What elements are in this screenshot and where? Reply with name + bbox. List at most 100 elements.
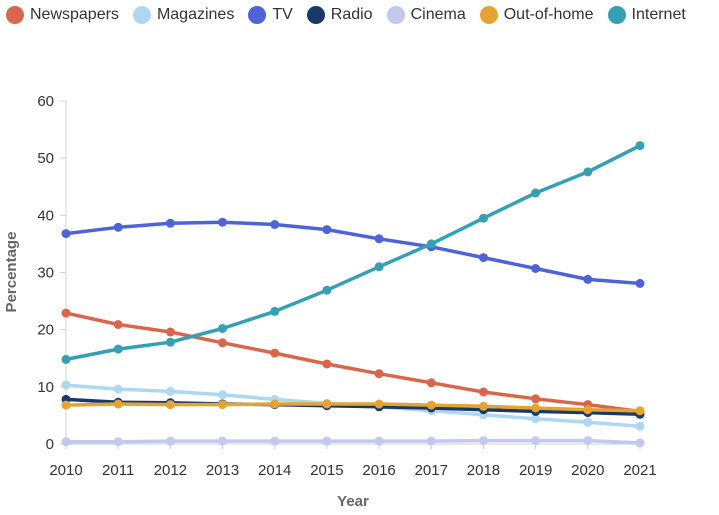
data-point[interactable] <box>270 348 280 358</box>
data-point[interactable] <box>322 399 332 409</box>
y-tick-label: 10 <box>37 379 54 396</box>
data-point[interactable] <box>531 264 541 273</box>
y-tick-label: 0 <box>46 436 54 453</box>
data-point[interactable] <box>531 403 541 413</box>
data-point[interactable] <box>270 436 280 446</box>
data-point[interactable] <box>426 400 436 410</box>
legend-swatch <box>248 6 267 24</box>
x-tick-label: 2012 <box>154 462 187 479</box>
series-group <box>61 394 645 419</box>
data-point[interactable] <box>113 222 123 232</box>
data-point[interactable] <box>113 399 123 409</box>
x-axis-title: Year <box>337 493 369 510</box>
data-point[interactable] <box>531 394 541 404</box>
data-point[interactable] <box>531 436 541 446</box>
data-point[interactable] <box>479 253 488 263</box>
series-layer <box>61 141 645 448</box>
data-point[interactable] <box>218 390 227 400</box>
x-tick-label: 2018 <box>467 462 500 479</box>
data-point[interactable] <box>635 406 645 416</box>
data-point[interactable] <box>165 386 175 396</box>
data-point[interactable] <box>218 217 227 227</box>
data-point[interactable] <box>374 234 384 244</box>
data-point[interactable] <box>113 384 123 394</box>
data-point[interactable] <box>165 436 175 446</box>
data-point[interactable] <box>165 218 175 228</box>
legend-item[interactable]: Cinema <box>386 4 466 26</box>
data-point[interactable] <box>61 308 71 318</box>
data-point[interactable] <box>61 400 71 410</box>
data-point[interactable] <box>635 421 645 431</box>
x-tick-label: 2014 <box>258 462 291 479</box>
series-group <box>61 399 645 416</box>
data-point[interactable] <box>165 400 175 410</box>
data-point[interactable] <box>426 378 436 388</box>
data-point[interactable] <box>583 405 593 415</box>
data-point[interactable] <box>218 400 227 410</box>
legend-item[interactable]: TV <box>248 4 293 26</box>
series-line <box>64 402 642 413</box>
data-point[interactable] <box>218 436 227 446</box>
legend-swatch <box>6 6 24 24</box>
data-point[interactable] <box>479 387 488 397</box>
chart-legend: Newspapers Magazines TV Radio Cinema Out-of-h… <box>6 4 706 26</box>
x-tick-label: 2020 <box>571 462 604 479</box>
x-tick-label: 2015 <box>310 462 343 479</box>
data-point[interactable] <box>426 239 436 249</box>
data-point[interactable] <box>322 436 332 446</box>
data-point[interactable] <box>165 337 175 347</box>
data-point[interactable] <box>531 188 541 198</box>
data-point[interactable] <box>374 399 384 409</box>
x-tick-label: 2011 <box>102 462 134 479</box>
y-tick-label: 50 <box>37 150 54 167</box>
x-tick-label: 2017 <box>415 462 448 479</box>
data-point[interactable] <box>61 437 71 447</box>
legend-item[interactable]: Internet <box>607 4 686 26</box>
y-tick-label: 20 <box>37 322 54 339</box>
series-group <box>61 308 645 416</box>
x-tick-label: 2013 <box>206 462 239 479</box>
legend-item[interactable]: Magazines <box>132 4 235 26</box>
data-point[interactable] <box>583 167 593 177</box>
data-point[interactable] <box>270 220 280 229</box>
data-point[interactable] <box>374 369 384 379</box>
series-line <box>64 220 642 286</box>
data-point[interactable] <box>61 354 71 364</box>
legend-item[interactable]: Newspapers <box>6 4 119 26</box>
data-point[interactable] <box>270 306 280 316</box>
data-point[interactable] <box>583 436 593 446</box>
data-point[interactable] <box>113 344 123 354</box>
data-point[interactable] <box>635 278 645 288</box>
data-point[interactable] <box>322 225 332 235</box>
data-point[interactable] <box>635 141 645 151</box>
data-point[interactable] <box>218 324 227 333</box>
series-line <box>64 397 642 417</box>
legend-item[interactable]: Out-of-home <box>479 4 594 26</box>
legend-item[interactable]: Radio <box>306 4 373 26</box>
data-point[interactable] <box>61 380 71 390</box>
data-point[interactable] <box>635 438 645 448</box>
data-point[interactable] <box>479 213 488 223</box>
x-tick-label: 2010 <box>49 462 82 479</box>
data-point[interactable] <box>374 262 384 272</box>
data-point[interactable] <box>583 417 593 427</box>
data-point[interactable] <box>322 285 332 295</box>
data-point[interactable] <box>113 437 123 447</box>
data-point[interactable] <box>583 274 593 284</box>
data-point[interactable] <box>374 436 384 446</box>
data-point[interactable] <box>218 338 227 348</box>
y-axis-title: Percentage <box>3 232 20 313</box>
data-point[interactable] <box>61 229 71 239</box>
data-point[interactable] <box>322 359 332 369</box>
data-point[interactable] <box>479 436 488 446</box>
legend-swatch <box>306 6 325 24</box>
legend-label: Magazines <box>156 6 235 23</box>
data-point[interactable] <box>165 327 175 337</box>
data-point[interactable] <box>113 320 123 329</box>
data-point[interactable] <box>426 436 436 446</box>
legend-swatch <box>132 6 151 24</box>
data-point[interactable] <box>270 399 280 409</box>
data-point[interactable] <box>479 401 488 411</box>
y-tick-label: 30 <box>37 265 54 282</box>
data-point[interactable] <box>531 414 541 424</box>
